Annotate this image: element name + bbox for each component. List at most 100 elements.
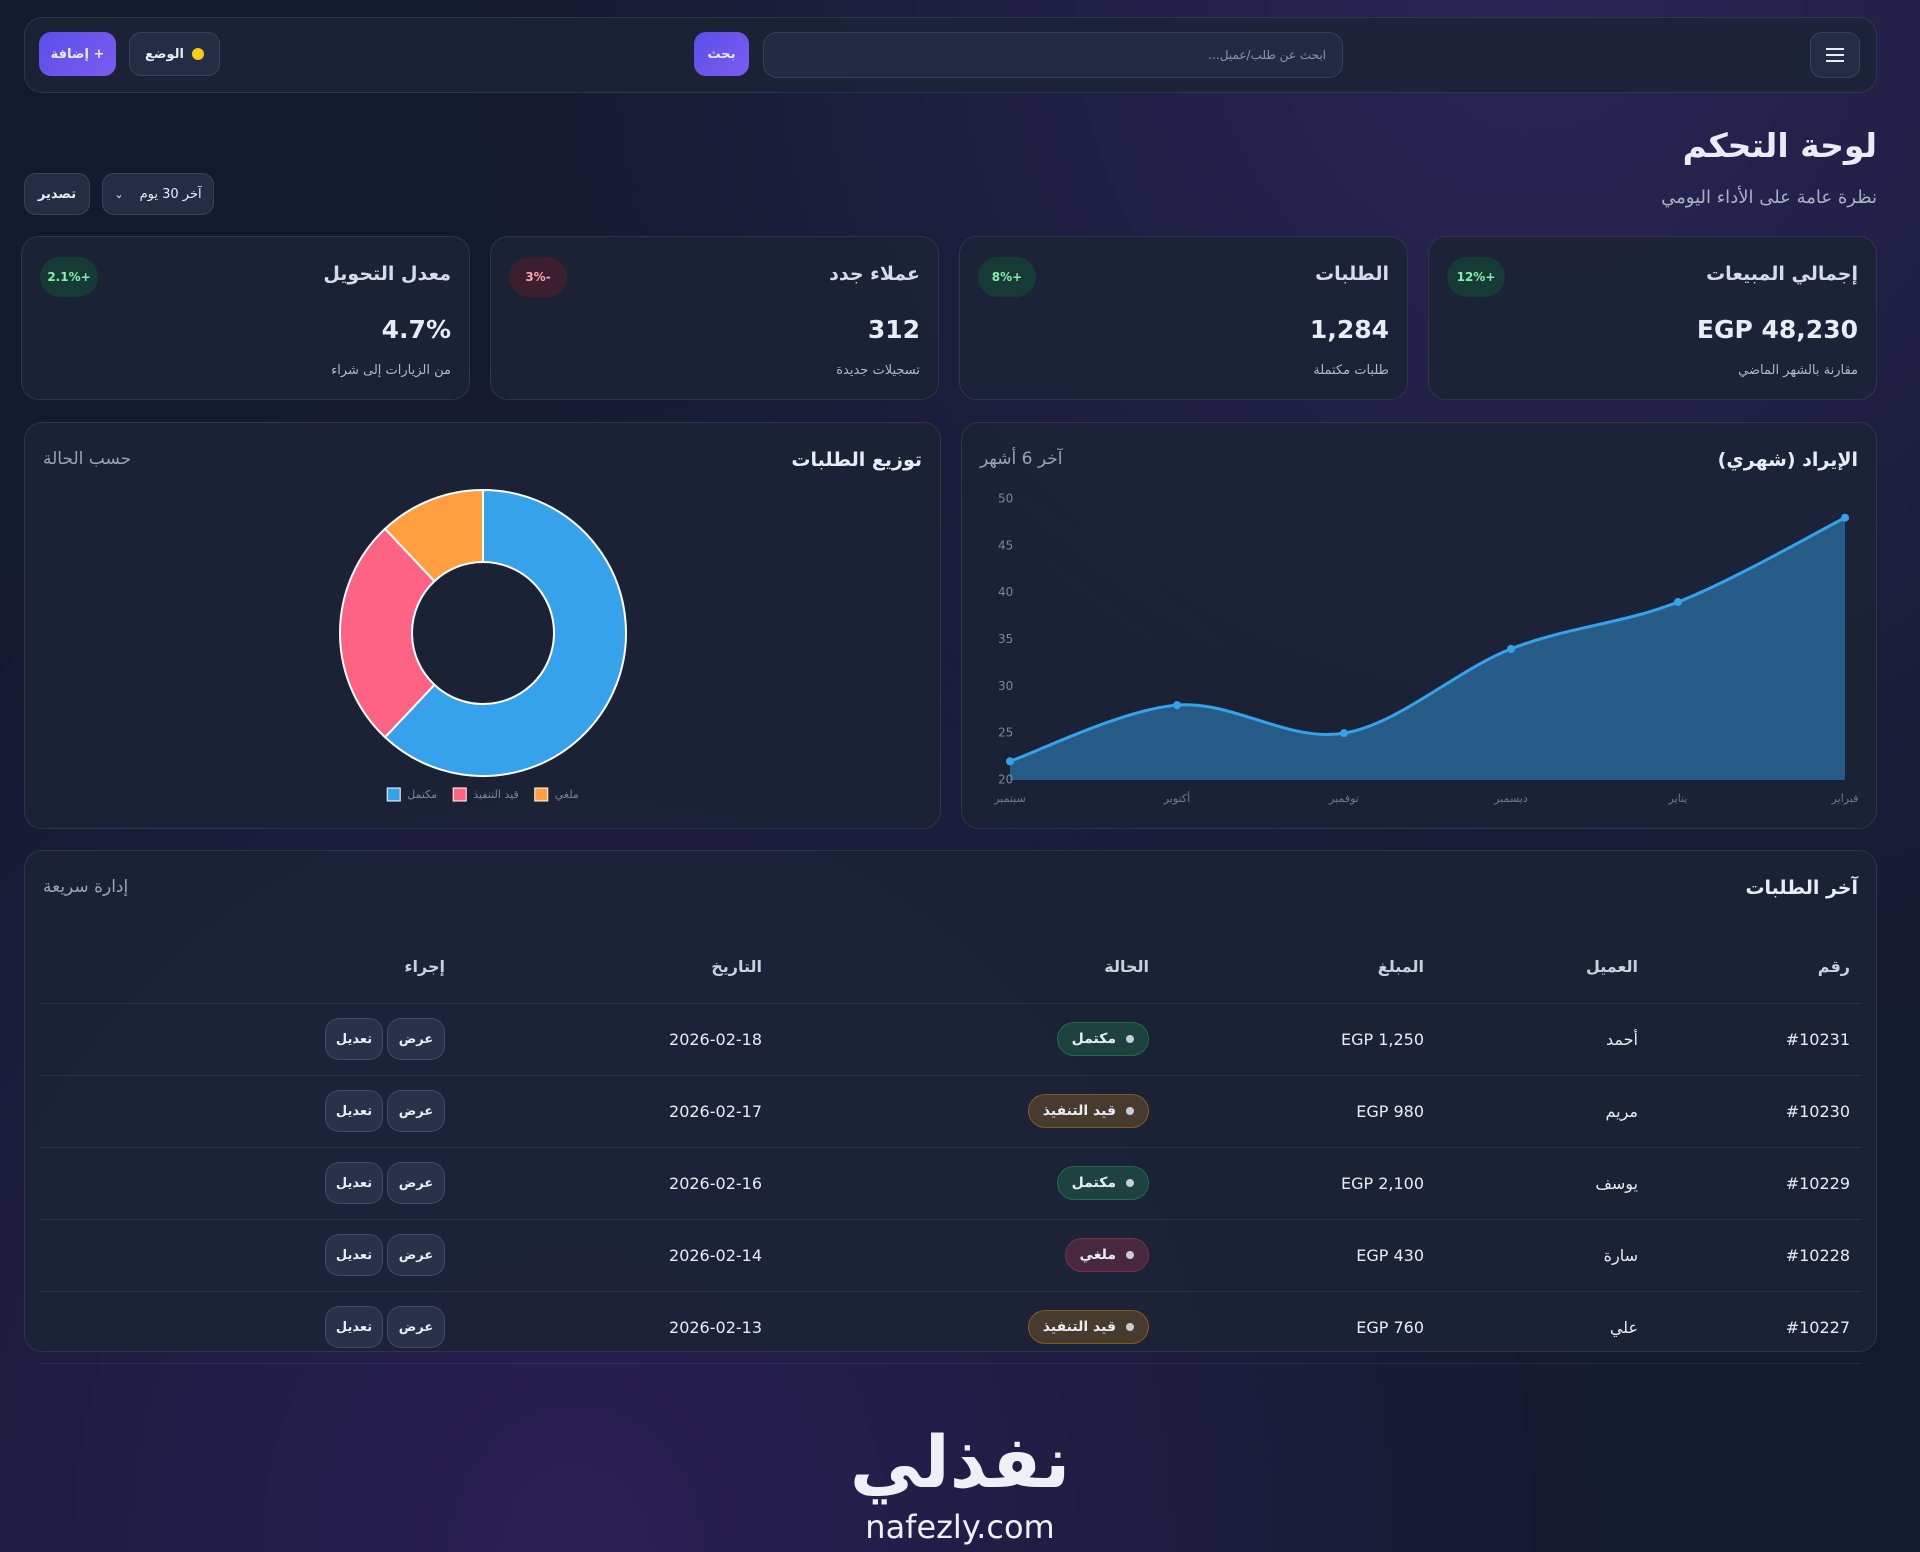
cell-text: EGP 1,250 (1340, 1029, 1424, 1049)
table-cell: 2026-02-18 (457, 1003, 774, 1076)
export-button[interactable]: تصدير (24, 173, 90, 215)
kpi-title: عملاء جدد (829, 263, 920, 285)
action-button[interactable]: عرض (387, 1234, 445, 1276)
panel-subtitle: آخر 6 أشهر (980, 449, 1063, 469)
cell-text: #10231 (1785, 1029, 1850, 1049)
point (1507, 644, 1515, 653)
kpi-change: +8% (978, 257, 1036, 297)
y-tick-label: 40 (998, 585, 1013, 599)
point (1841, 513, 1849, 522)
status-dot (1126, 1323, 1134, 1331)
kpi-change: +2.1% (40, 257, 98, 297)
kpi-value: 4.7% (381, 315, 451, 344)
status-pill: مكتمل (1056, 1022, 1149, 1056)
table-cell: أحمد (1436, 1003, 1650, 1076)
table-cell: #10228 (1650, 1219, 1862, 1292)
action-button[interactable]: عرض (387, 1306, 445, 1348)
action-button[interactable]: عرض (387, 1090, 445, 1132)
action-button[interactable]: تعديل (325, 1090, 383, 1132)
orders-panel: توزيع الطلبات حسب الحالة مكتمل قيد التنفي… (24, 422, 941, 829)
table-cell: EGP 980 (1161, 1075, 1436, 1148)
header-row: رقم العميل المبلغ الحالة التاريخ إجراء (40, 931, 1862, 1004)
area (1010, 517, 1845, 780)
status-dot (1126, 1179, 1134, 1187)
cell-text: 2026-02-18 (669, 1029, 762, 1049)
table-cell: EGP 760 (1161, 1291, 1436, 1364)
table-cell: قيد التنفيذ (774, 1291, 1161, 1364)
cell-text: EGP 760 (1356, 1317, 1424, 1337)
point (1674, 598, 1682, 607)
column-header: التاريخ (457, 931, 774, 1004)
search-button[interactable]: بحث (694, 32, 749, 76)
cell-text: #10227 (1785, 1317, 1850, 1337)
table-row: #10231 أحمد EGP 1,250 مكتمل 2026-02-18 عرضتعد… (40, 1003, 1862, 1076)
legend-item: قيد التنفيذ (452, 787, 519, 802)
table-cell: EGP 2,100 (1161, 1147, 1436, 1220)
add-button[interactable]: + إضافة (39, 32, 116, 76)
watermark-logo: نفذلي (849, 1420, 1071, 1504)
orders-table: رقم العميل المبلغ الحالة التاريخ إجراء #10231 أ… (40, 931, 1862, 1364)
x-tick-label: سبتمبر (993, 792, 1026, 805)
y-tick-label: 50 (998, 492, 1013, 506)
table-row: #10228 سارة EGP 430 ملغي 2026-02-14 عرضتعديل (40, 1219, 1862, 1292)
status-dot (1126, 1107, 1134, 1115)
panel-title: توزيع الطلبات (791, 449, 922, 471)
orders-chart: مكتمل قيد التنفيذ ملغي (339, 488, 627, 802)
donut-slice (383, 488, 627, 777)
table-row: #10230 مريم EGP 980 قيد التنفيذ 2026-02-17 عر… (40, 1075, 1862, 1148)
cell-text: #10228 (1785, 1245, 1850, 1265)
y-tick-label: 35 (998, 632, 1013, 646)
cell-text: #10230 (1785, 1101, 1850, 1121)
cell-text: أحمد (1606, 1029, 1638, 1049)
table-cell: 2026-02-16 (457, 1147, 774, 1220)
sun-icon (191, 48, 204, 60)
revenue-chart: 20 25 30 35 40 45 50 سبتمبر أكتوبر نوفمبر ديسمبر ين… (993, 492, 1858, 806)
point (1340, 729, 1348, 738)
cell-text: EGP 430 (1356, 1245, 1424, 1265)
action-button[interactable]: تعديل (325, 1018, 383, 1060)
actions-cell: عرضتعديل (40, 1003, 457, 1076)
column-header: العميل (1436, 931, 1650, 1004)
cell-text: يوسف (1595, 1173, 1638, 1193)
kpi-value: 312 (867, 315, 920, 344)
y-tick-label: 45 (998, 538, 1013, 552)
table-row: #10227 علي EGP 760 قيد التنفيذ 2026-02-13 عرض… (40, 1291, 1862, 1364)
menu-button[interactable] (1810, 32, 1860, 78)
page-title: لوحة التحكم (1682, 126, 1877, 165)
status-label: قيد التنفيذ (1042, 1103, 1116, 1119)
legend-label: قيد التنفيذ (473, 788, 519, 801)
table-cell: ملغي (774, 1219, 1161, 1292)
table-cell: EGP 1,250 (1161, 1003, 1436, 1076)
point (1006, 757, 1014, 766)
status-dot (1126, 1251, 1134, 1259)
cell-text: علي (1609, 1317, 1638, 1337)
table-cell: سارة (1436, 1219, 1650, 1292)
donut-slice (339, 527, 436, 739)
table-cell: قيد التنفيذ (774, 1075, 1161, 1148)
table-cell: مكتمل (774, 1147, 1161, 1220)
action-button[interactable]: تعديل (325, 1162, 383, 1204)
table-cell: مريم (1436, 1075, 1650, 1148)
search-input[interactable]: ابحث عن طلب/عميل... (763, 32, 1343, 78)
y-tick-label: 20 (998, 773, 1013, 787)
status-label: قيد التنفيذ (1042, 1319, 1116, 1335)
kpi-title: إجمالي المبيعات (1706, 263, 1858, 285)
action-button[interactable]: عرض (387, 1018, 445, 1060)
status-label: مكتمل (1071, 1175, 1116, 1191)
kpi-card: معدل التحويل 4.7% من الزيارات إلى شراء +2.1… (21, 236, 470, 400)
mode-button[interactable]: الوضع (129, 32, 220, 76)
table-cell: EGP 430 (1161, 1219, 1436, 1292)
range-select[interactable]: آخر 30 يوم ⌄ (102, 173, 214, 215)
action-button[interactable]: عرض (387, 1162, 445, 1204)
panel-subtitle: حسب الحالة (43, 449, 132, 469)
cell-text: 2026-02-13 (669, 1317, 762, 1337)
status-pill: ملغي (1064, 1238, 1149, 1272)
mode-label: الوضع (145, 46, 184, 62)
action-button[interactable]: تعديل (325, 1234, 383, 1276)
status-pill: مكتمل (1056, 1166, 1149, 1200)
cell-text: 2026-02-16 (669, 1173, 762, 1193)
kpi-change: +12% (1447, 257, 1505, 297)
action-button[interactable]: تعديل (325, 1306, 383, 1348)
panel-title: الإيراد (شهري) (1717, 449, 1858, 471)
